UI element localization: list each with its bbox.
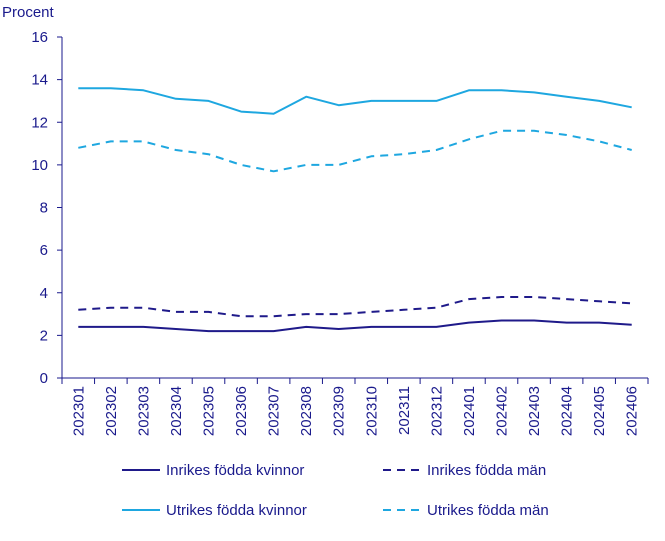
x-tick-label: 202406 <box>624 386 641 436</box>
plot-area <box>78 87 632 333</box>
x-axis: 202301 202302 202303 202304 202305 202306 2023… <box>61 377 649 436</box>
y-tick-label: 16 <box>31 29 48 46</box>
x-tick-label: 202402 <box>494 386 511 436</box>
x-tick-label: 202306 <box>233 386 250 436</box>
y-tick-label: 4 <box>40 285 48 302</box>
legend-label-1: Inrikes födda kvinnor <box>166 462 304 479</box>
series-line-2 <box>78 296 632 318</box>
series-line-1 <box>78 319 632 333</box>
y-tick-label: 2 <box>40 327 48 344</box>
x-tick-label: 202308 <box>298 386 315 436</box>
x-tick-label: 202303 <box>135 386 152 436</box>
y-tick-label: 0 <box>40 370 48 387</box>
legend-label-4: Utrikes födda män <box>427 502 549 519</box>
y-axis: 0 2 4 6 8 10 12 14 16 <box>31 29 63 387</box>
legend-label-2: Inrikes födda män <box>427 462 546 479</box>
x-tick-label: 202307 <box>266 386 283 436</box>
y-tick-label: 14 <box>31 72 48 89</box>
x-tick-label: 202401 <box>461 386 478 436</box>
x-tick-label: 202301 <box>70 386 87 436</box>
legend-label-3: Utrikes födda kvinnor <box>166 502 307 519</box>
series-line-3 <box>78 87 632 115</box>
y-tick-label: 8 <box>40 200 48 217</box>
x-tick-label: 202310 <box>363 386 380 436</box>
x-tick-label: 202302 <box>103 386 120 436</box>
x-tick-label: 202309 <box>331 386 348 436</box>
x-tick-label: 202404 <box>559 386 576 436</box>
x-tick-label: 202403 <box>526 386 543 436</box>
legend: Inrikes födda kvinnor Inrikes födda män Ut… <box>122 462 549 519</box>
x-tick-label: 202405 <box>591 386 608 436</box>
y-tick-label: 12 <box>31 114 48 131</box>
x-tick-label: 202305 <box>201 386 218 436</box>
x-tick-label: 202311 <box>396 386 413 435</box>
y-tick-label: 10 <box>31 157 48 174</box>
x-tick-label: 202304 <box>168 386 185 436</box>
y-tick-label: 6 <box>40 242 48 259</box>
y-axis-label: Procent <box>2 4 55 21</box>
series-line-4 <box>78 129 632 173</box>
x-tick-label: 202312 <box>428 386 445 436</box>
